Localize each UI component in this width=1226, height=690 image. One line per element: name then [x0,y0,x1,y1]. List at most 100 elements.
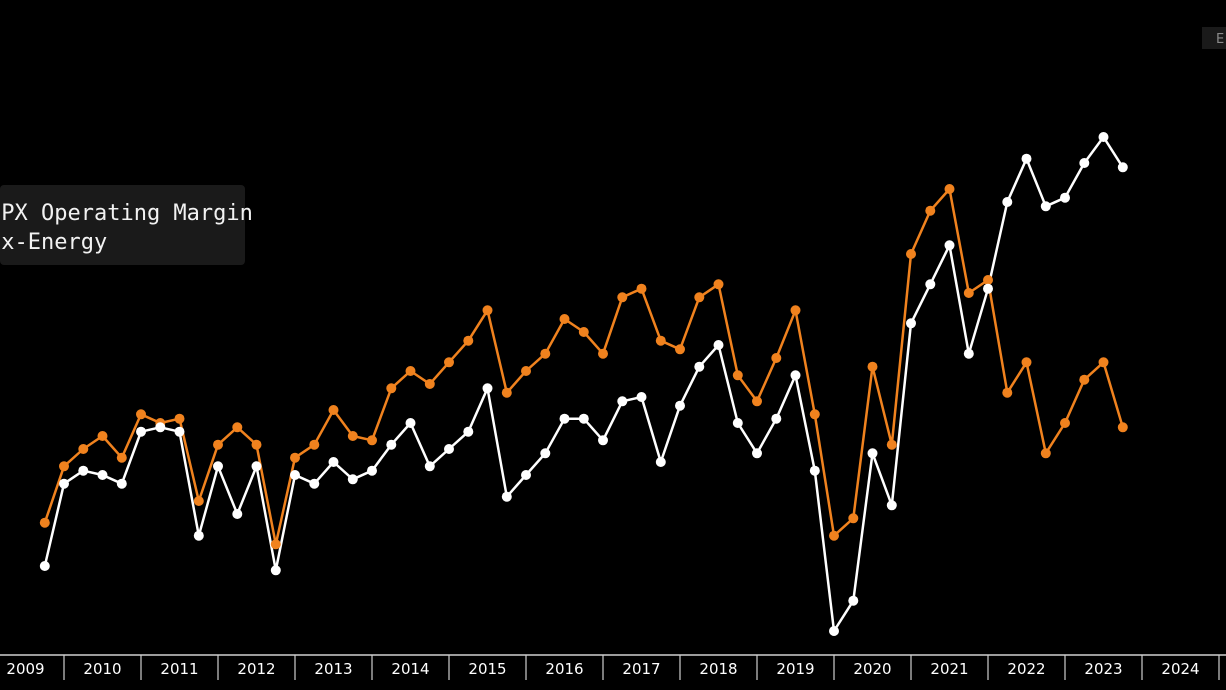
series-0-point-1 [59,461,69,472]
series-1-point-41 [829,626,839,636]
series-0-point-2 [78,444,89,454]
series-1-point-32 [655,457,666,467]
series-1-point-35 [713,340,724,350]
series-0-point-25 [521,366,531,376]
series-1-point-6 [155,422,166,433]
series-1-point-25 [521,470,531,480]
x-tick-label-2020: 2020 [853,660,891,678]
series-0-point-43 [867,361,878,372]
series-1-point-17 [367,465,377,476]
series-1-point-42 [848,595,859,606]
series-0-point-21 [444,357,454,368]
series-0-point-19 [405,366,416,376]
series-1-point-48 [963,348,974,359]
series-1-point-5 [136,426,146,437]
series-0-point-45 [906,249,916,259]
x-tick-label-2017: 2017 [622,660,660,678]
series-1-point-40 [809,465,820,476]
series-1-point-45 [906,318,916,329]
series-1-point-20 [424,461,435,472]
series-0-point-29 [598,348,608,359]
series-0-point-9 [213,439,223,450]
series-0-point-48 [963,288,974,298]
series-0-point-30 [617,292,628,303]
series-0-point-32 [655,335,666,346]
series-0-point-41 [829,530,839,541]
x-tick-label-2024: 2024 [1161,660,1199,678]
x-tick-label-2012: 2012 [237,660,275,678]
series-0-point-35 [713,279,724,290]
series-0-point-27 [559,314,570,324]
series-0-point-26 [540,348,551,359]
x-tick-label-2021: 2021 [930,660,968,678]
series-0-point-42 [848,513,859,524]
series-1-point-3 [97,470,108,480]
series-0-point-39 [790,305,801,316]
series-0-point-20 [424,379,435,389]
series-1-point-51 [1021,153,1032,164]
series-0-point-38 [771,353,782,363]
series-0-point-14 [309,439,320,450]
series-1-point-21 [444,444,454,454]
x-tick-label-2010: 2010 [83,660,121,678]
series-0-point-10 [232,422,243,433]
series-1-point-47 [944,240,955,251]
series-0-point-12 [270,539,281,550]
series-1-point-53 [1060,192,1070,203]
series-1-point-10 [232,509,243,519]
series-0-point-50 [1002,387,1013,398]
x-tick-label-2023: 2023 [1084,660,1122,678]
series-0-point-24 [501,387,512,398]
x-tick-label-2013: 2013 [314,660,352,678]
series-1-point-38 [771,413,782,424]
series-0-point-7 [174,413,185,424]
x-tick-label-2014: 2014 [391,660,429,678]
series-0-point-23 [482,305,493,316]
series-1-point-9 [213,461,223,472]
series-0-point-13 [290,452,300,463]
series-0-point-28 [578,327,589,337]
series-1-point-16 [347,474,358,485]
series-0-point-3 [97,431,108,441]
series-0-point-53 [1060,418,1070,428]
series-1-point-54 [1079,158,1090,168]
series-1-point-46 [925,279,936,290]
series-0-point-37 [752,396,762,407]
x-axis-band [0,654,1226,690]
series-1-point-8 [193,530,204,541]
series-0-point-44 [886,439,897,450]
series-1-point-12 [270,565,281,576]
series-1-point-56 [1117,162,1128,173]
series-0-point-5 [136,409,146,420]
x-axis: 2009 2010 2011 2012 2013 2014 2015 2016 2017 2018… [0,654,1226,690]
series-1-point-28 [578,413,589,424]
series-0-point-16 [347,431,358,441]
series-0-point-40 [809,409,820,420]
series-1-point-30 [617,396,628,407]
series-1-point-26 [540,448,551,459]
series-0-point-52 [1040,448,1051,459]
series-0-point-51 [1021,357,1032,368]
series-1-point-4 [116,478,127,489]
series-1-point-49 [983,283,993,294]
series-0-point-22 [463,335,474,346]
series-1-point-1 [59,478,69,489]
x-tick-label-2015: 2015 [468,660,506,678]
series-1-point-29 [598,435,608,446]
series-1-point-36 [732,418,743,428]
series-1-point-11 [251,461,262,472]
series-0-point-47 [944,184,955,194]
legend-entry-spx-operating-margin: SPX Operating Margin [0,201,253,226]
series-1-point-14 [309,478,320,489]
series-1-point-43 [867,448,878,459]
x-tick-label-2016: 2016 [545,660,583,678]
series-0-point-33 [675,344,685,355]
corner-button[interactable]: E [1202,27,1226,49]
series-0-point-31 [636,283,647,294]
series-0-point-56 [1117,422,1128,433]
legend: SPX Operating Margin Ex-Energy [0,185,253,265]
series-1-point-7 [174,426,185,437]
series-0-point-46 [925,205,936,216]
series-1-point-34 [694,361,705,372]
corner-button-box[interactable] [1202,27,1226,49]
